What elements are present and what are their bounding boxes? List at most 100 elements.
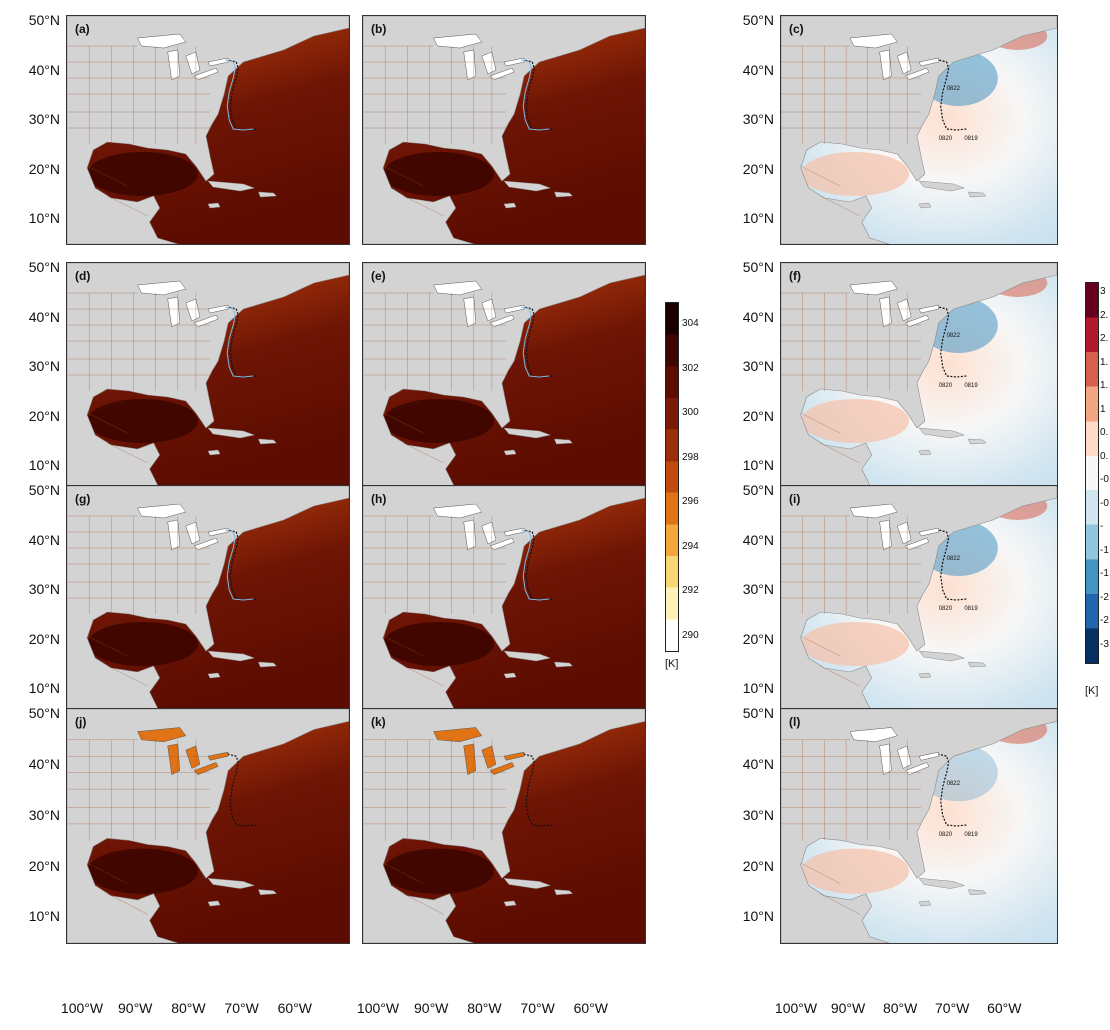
latitude-label: 30°N	[28, 806, 60, 823]
latitude-label: 30°N	[28, 581, 60, 598]
longitude-label: 60°W	[277, 1000, 313, 1016]
simulated-track	[224, 306, 254, 378]
latitude-label: 20°N	[28, 630, 60, 647]
simulated-track	[224, 59, 254, 131]
longitude-label: 90°W	[118, 1000, 153, 1016]
map-panel: (e)	[362, 262, 646, 492]
latitude-label: 10°N	[742, 210, 774, 227]
panel-label: (g)	[75, 492, 91, 506]
diff-colorbar-tick: 1	[1100, 403, 1106, 415]
caribbean-islands	[503, 650, 574, 679]
great-lakes	[849, 503, 939, 551]
track-date-label: 0819	[964, 832, 978, 839]
great-lakes	[433, 33, 525, 81]
panel-label: (i)	[789, 492, 801, 506]
state-borders	[363, 515, 506, 687]
panel-label: (c)	[789, 22, 804, 36]
map-panel: (f) 0822 0820 0819	[780, 262, 1058, 492]
sst-colorbar-tick: 294	[682, 540, 699, 552]
latitude-label: 50°N	[28, 482, 60, 498]
state-borders	[781, 739, 921, 915]
longitude-label: 100°W	[774, 1000, 818, 1016]
land-mass	[363, 709, 645, 943]
gulf-region	[383, 399, 494, 443]
caribbean-islands	[207, 877, 278, 907]
gulf-region	[87, 152, 198, 196]
diff-colorbar-tick: 0.	[1100, 450, 1109, 462]
diff-colorbar-tick: -3	[1100, 638, 1109, 650]
state-borders	[781, 45, 921, 217]
track-date-label: 0820	[938, 136, 953, 142]
latitude-label: 20°N	[742, 630, 774, 647]
map-panel: (h)	[362, 485, 646, 715]
track-date-label: 0820	[938, 832, 953, 839]
state-borders	[67, 515, 210, 687]
longitude-label: 90°W	[830, 1000, 866, 1016]
map-canvas	[363, 709, 645, 943]
longitude-label: 80°W	[171, 1000, 206, 1016]
diff-colorbar-tick: 0.	[1100, 427, 1109, 438]
gulf-region	[87, 399, 198, 443]
land-mass	[67, 16, 349, 244]
map-canvas	[781, 16, 1057, 244]
great-lakes	[433, 503, 525, 551]
diff-colorbar-tick: 3	[1100, 286, 1106, 297]
land-mass	[781, 486, 1057, 714]
latitude-label: 10°N	[742, 680, 774, 697]
sst-colorbar-tick: 290	[682, 629, 699, 641]
track-date-label: 0822	[946, 86, 960, 92]
storm-track	[227, 753, 257, 827]
latitude-label: 20°N	[28, 160, 60, 177]
latitude-label: 40°N	[742, 308, 774, 325]
track-date-label: 0822	[946, 333, 960, 339]
panel-label: (f)	[789, 269, 801, 283]
great-lakes	[137, 280, 229, 328]
caribbean-islands	[503, 427, 574, 456]
latitude-label: 50°N	[742, 259, 774, 275]
track-date-label: 0819	[964, 606, 978, 612]
sst-colorbar-tick: 304	[682, 318, 699, 329]
longitude-label: 60°W	[573, 1000, 609, 1016]
sst-colorbar-unit: [K]	[665, 658, 679, 670]
longitude-label: 100°W	[356, 1000, 400, 1016]
diff-colorbar-tick: -2	[1100, 591, 1109, 603]
great-lakes	[137, 727, 229, 776]
sst-colorbar-tick: 296	[682, 496, 699, 507]
map-panel: (g)	[66, 485, 350, 715]
track-date-label: 0822	[946, 556, 960, 562]
latitude-label: 20°N	[28, 407, 60, 424]
gulf-region	[383, 152, 494, 196]
state-borders	[363, 292, 506, 464]
panel-label: (a)	[75, 22, 90, 36]
latitude-label: 30°N	[742, 111, 774, 128]
latitude-label: 50°N	[742, 482, 774, 498]
caribbean-islands	[918, 650, 987, 679]
land-mass	[781, 16, 1057, 244]
diff-colorbar-tick: -0	[1100, 497, 1109, 509]
great-lakes	[433, 280, 525, 328]
great-lakes	[849, 33, 939, 81]
map-canvas	[781, 486, 1057, 714]
caribbean-islands	[503, 877, 574, 907]
map-panel: (a)	[66, 15, 350, 245]
track-date-label: 0820	[938, 606, 953, 612]
gulf-region	[800, 848, 910, 894]
caribbean-islands	[207, 180, 278, 209]
track-date-label: 0822	[946, 780, 960, 787]
latitude-label: 10°N	[742, 908, 774, 925]
caribbean-islands	[207, 427, 278, 456]
diff-colorbar-tick: -2	[1100, 615, 1109, 626]
latitude-label: 50°N	[28, 12, 60, 28]
longitude-label: 70°W	[224, 1000, 259, 1016]
storm-track	[938, 753, 967, 827]
longitude-label: 80°W	[882, 1000, 918, 1016]
state-borders	[363, 45, 506, 217]
simulated-track	[520, 306, 550, 378]
latitude-label: 40°N	[28, 61, 60, 78]
storm-track	[938, 306, 967, 378]
land-mass	[781, 263, 1057, 491]
latitude-label: 10°N	[28, 210, 60, 227]
map-canvas	[363, 263, 645, 491]
latitude-label: 40°N	[742, 531, 774, 548]
latitude-label: 10°N	[28, 457, 60, 474]
